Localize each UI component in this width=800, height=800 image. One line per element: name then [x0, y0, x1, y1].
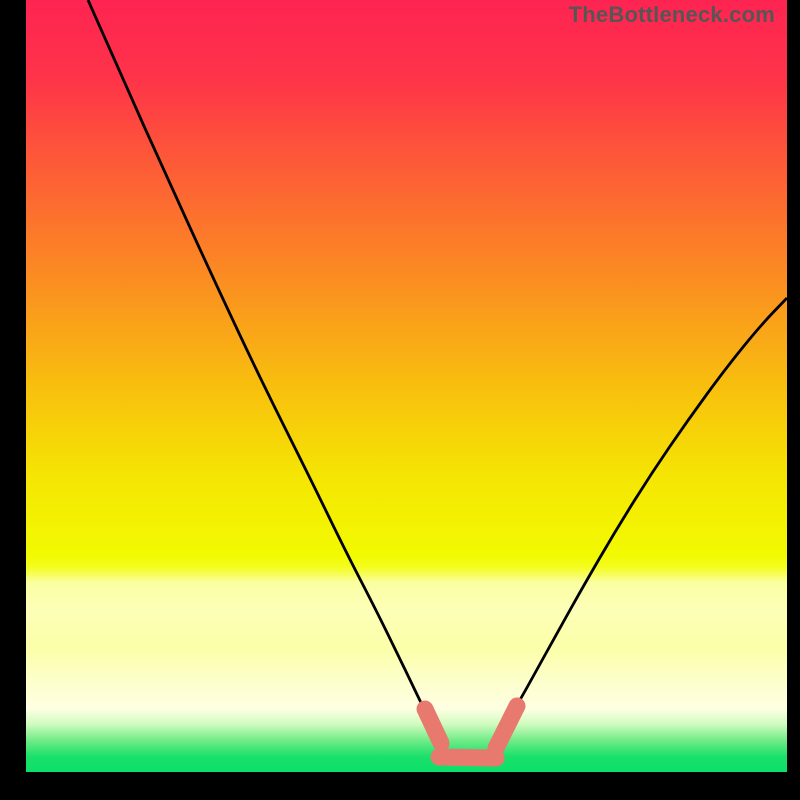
plot-area: TheBottleneck.com	[26, 0, 787, 772]
chart-frame: TheBottleneck.com	[0, 0, 800, 800]
watermark-text: TheBottleneck.com	[569, 2, 775, 28]
bottleneck-curve-chart	[26, 0, 787, 772]
